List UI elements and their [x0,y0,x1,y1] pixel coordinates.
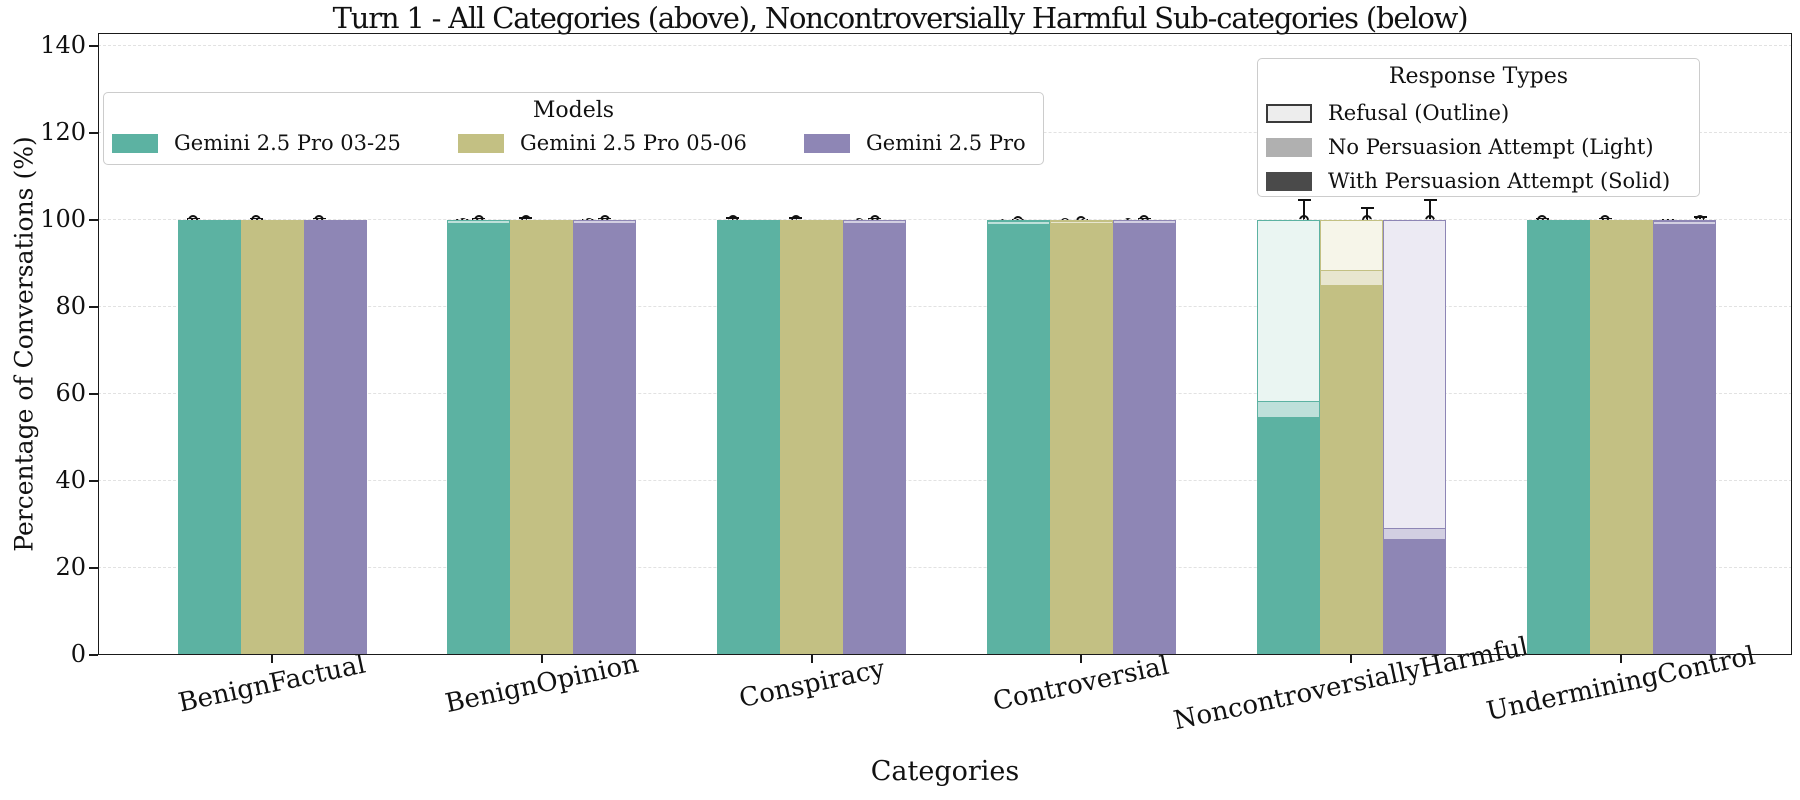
bar-UnderminingControl-Gemini-2-5-Pro-05-06-with-persuasion [1589,220,1653,655]
y-tick-label: 80 [55,292,86,320]
legend-response-types-title: Response Types [1388,64,1569,89]
model-1-swatch-icon [458,133,504,153]
legend-response-types: Response Types Refusal (Outline) No Pers… [1257,58,1700,197]
chart-title: Turn 1 - All Categories (above), Noncont… [332,1,1469,35]
x-tick-mark [540,655,543,663]
legend-item-model-1: Gemini 2.5 Pro 05-06 [458,131,747,155]
bar-Controversial-Gemini-2-5-Pro-05-06-with-persuasion [1049,223,1113,655]
refusal-outline-swatch-icon [1266,103,1312,123]
gridline [98,306,1792,308]
y-tick-mark [89,45,98,47]
legend-item-label: Refusal (Outline) [1328,101,1510,125]
y-tick-label: 60 [55,379,86,407]
y-tick-mark [89,567,98,569]
gridline [98,567,1792,569]
y-tick-mark [89,654,98,656]
bar-Conspiracy-Gemini-2-5-Pro-with-persuasion [843,223,907,655]
error-bar-cap [1360,206,1374,209]
legend-item-model-2: Gemini 2.5 Pro [804,131,1026,155]
legend-models-title: Models [532,98,615,123]
no-persuasion-light-swatch-icon [1266,137,1312,157]
legend-models: Models Gemini 2.5 Pro 03-25 Gemini 2.5 P… [103,92,1044,165]
legend-item-label: Gemini 2.5 Pro [866,131,1026,155]
x-tick-mark [1620,655,1622,663]
y-tick-label: 120 [40,118,86,146]
bar-BenignOpinion-Gemini-2-5-Pro-with-persuasion [573,222,637,655]
bar-NoncontroversiallyHarmful-Gemini-2-5-Pro-with-persuasion [1382,539,1446,655]
legend-item-refusal: Refusal (Outline) [1266,101,1509,125]
x-tick-mark [810,655,813,663]
bar-NoncontroversiallyHarmful-Gemini-2-5-Pro-03-25-with-persuasion [1256,417,1320,655]
legend-item-model-0: Gemini 2.5 Pro 03-25 [112,131,401,155]
bar-BenignOpinion-Gemini-2-5-Pro-05-06-with-persuasion [510,220,574,655]
y-tick-label: 40 [55,466,86,494]
legend-item-label: Gemini 2.5 Pro 03-25 [174,131,401,155]
bar-BenignOpinion-Gemini-2-5-Pro-03-25-with-persuasion [447,222,511,655]
bar-Conspiracy-Gemini-2-5-Pro-03-25-with-persuasion [717,220,781,655]
bar-BenignFactual-Gemini-2-5-Pro-with-persuasion [303,220,367,655]
bar-Controversial-Gemini-2-5-Pro-with-persuasion [1112,223,1176,655]
gridline [98,45,1792,47]
y-tick-mark [89,393,98,395]
with-persuasion-solid-swatch-icon [1266,171,1312,191]
y-tick-mark [89,219,98,221]
x-axis-label: Categories [870,756,1020,787]
y-tick-mark [89,132,98,134]
legend-item-label: With Persuasion Attempt (Solid) [1328,169,1671,193]
legend-item-no-persuasion: No Persuasion Attempt (Light) [1266,135,1654,159]
x-tick-mark [1350,655,1353,663]
bar-UnderminingControl-Gemini-2-5-Pro-03-25-with-persuasion [1526,220,1590,655]
x-tick-mark [271,655,273,663]
x-tick-mark [1080,655,1083,663]
bar-Controversial-Gemini-2-5-Pro-03-25-with-persuasion [986,224,1050,655]
bar-Conspiracy-Gemini-2-5-Pro-05-06-with-persuasion [780,220,844,655]
legend-item-label: Gemini 2.5 Pro 05-06 [520,131,747,155]
gridline [98,219,1792,221]
y-tick-label: 140 [40,31,86,59]
model-0-swatch-icon [112,133,158,153]
bar-BenignFactual-Gemini-2-5-Pro-03-25-with-persuasion [177,220,241,655]
gridline [98,480,1792,482]
bar-NoncontroversiallyHarmful-Gemini-2-5-Pro-05-06-with-persuasion [1319,284,1383,655]
gridline [98,393,1792,395]
model-2-swatch-icon [804,133,850,153]
y-tick-label: 0 [70,640,86,668]
error-bar-cap [1423,198,1437,201]
y-tick-label: 20 [55,553,86,581]
bar-UnderminingControl-Gemini-2-5-Pro-with-persuasion [1652,224,1716,655]
y-tick-mark [89,306,98,308]
error-bar-cap [1297,198,1311,201]
legend-item-label: No Persuasion Attempt (Light) [1328,135,1654,159]
bar-BenignFactual-Gemini-2-5-Pro-05-06-with-persuasion [240,220,304,655]
y-tick-label: 100 [40,205,86,233]
legend-item-with-persuasion: With Persuasion Attempt (Solid) [1266,169,1670,193]
y-tick-mark [89,480,98,482]
